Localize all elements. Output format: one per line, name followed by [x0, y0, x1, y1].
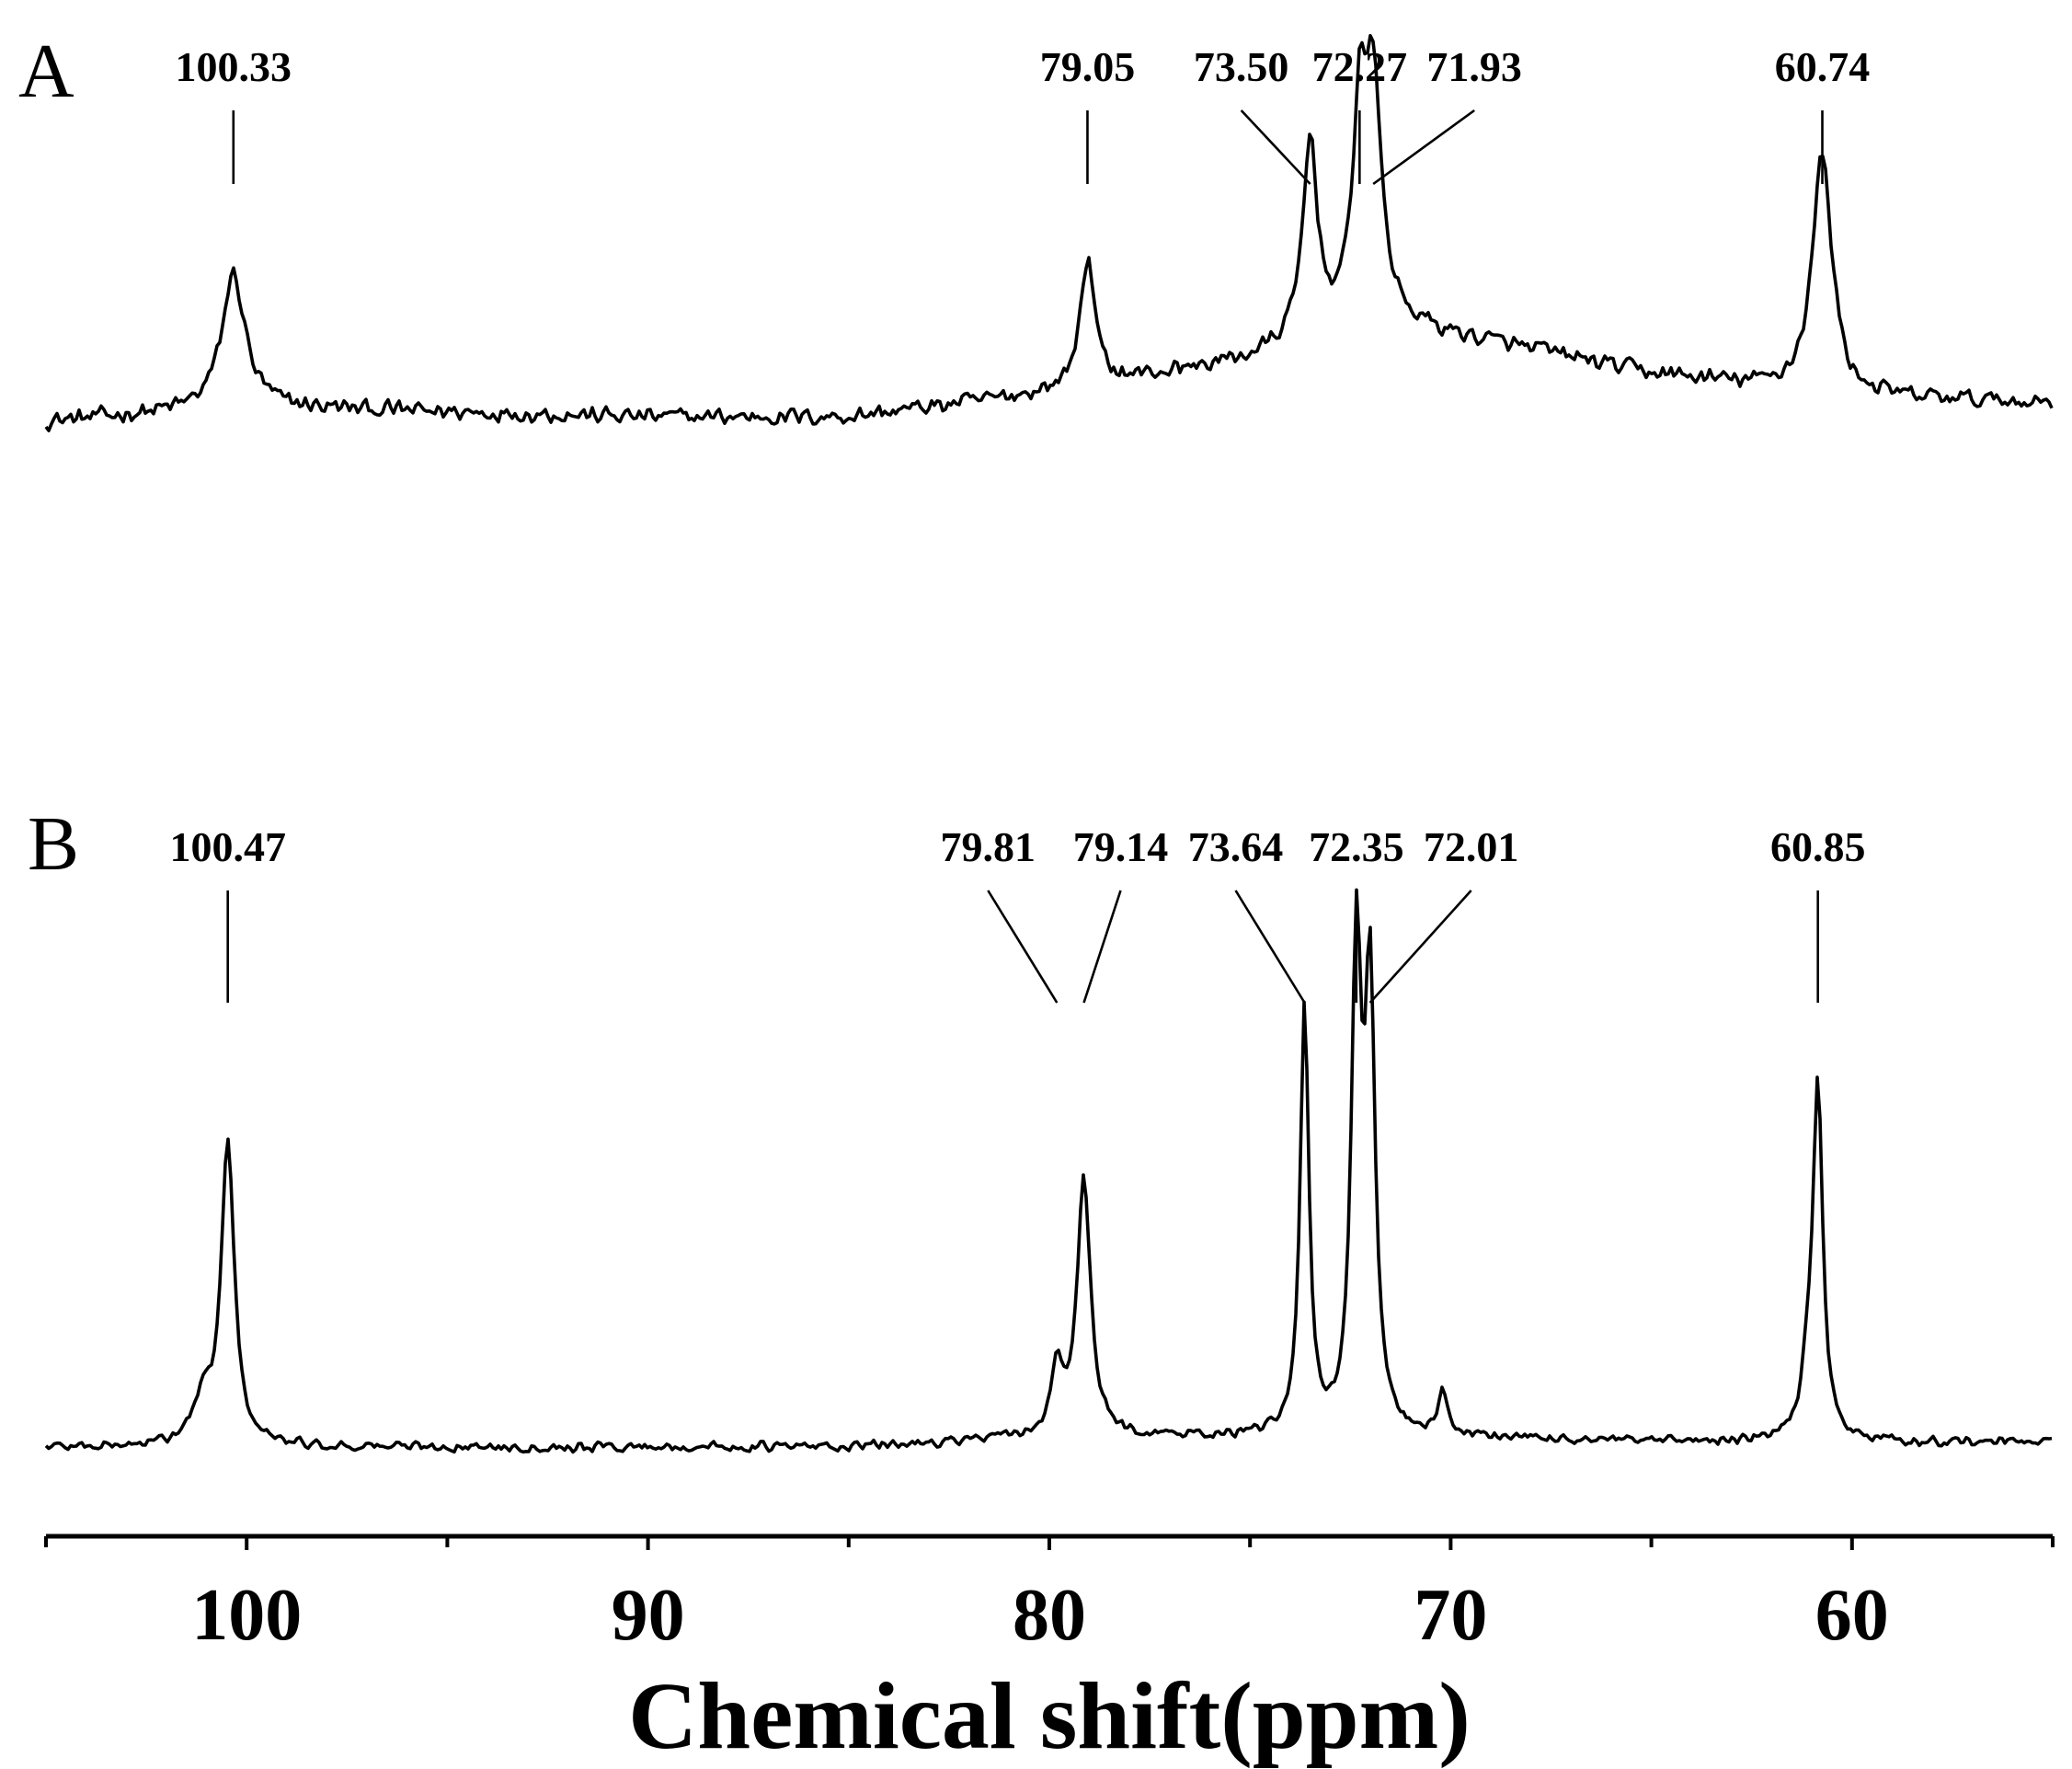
- peak-leader-line: [987, 890, 1059, 1004]
- peak-label: 100.47: [169, 823, 286, 870]
- panel-a: A 100.33 79.05 73.50 72.27 71.93 60.74: [18, 29, 2054, 432]
- spectrum-b-trace: [44, 888, 2053, 1454]
- x-tick-label: 70: [1414, 1575, 1487, 1656]
- peak-label: 60.85: [1770, 823, 1866, 870]
- spectrum-a-peak-labels: 100.33 79.05 73.50 72.27 71.93 60.74: [176, 43, 1871, 186]
- spectrum-a-trace: [44, 34, 2054, 432]
- peak-leader-line: [1372, 109, 1475, 186]
- peak-label: 79.05: [1040, 43, 1136, 90]
- panel-b-letter: B: [28, 801, 79, 887]
- peak-label: 79.14: [1073, 823, 1169, 870]
- peak-leader-line: [1240, 109, 1311, 185]
- x-tick-label: 80: [1013, 1575, 1086, 1656]
- spectrum-b-peak-labels: 100.47 79.81 79.14 73.64 72.35 72.01 60.85: [169, 823, 1866, 1004]
- peak-label: 72.27: [1312, 43, 1408, 90]
- peak-label: 73.50: [1194, 43, 1289, 90]
- panel-b: B 100.47 79.81 79.14 73.64 72.35 72.01 60.85: [28, 801, 2053, 1454]
- x-axis: 100 90 80 70 60 Chemical shift(ppm): [44, 1534, 2055, 1769]
- peak-label: 71.93: [1426, 43, 1522, 90]
- peak-label: 60.74: [1775, 43, 1871, 90]
- peak-label: 100.33: [176, 43, 292, 90]
- peak-leader-line: [1368, 890, 1472, 1004]
- x-axis-title: Chemical shift(ppm): [628, 1663, 1471, 1769]
- peak-leader-line: [1082, 890, 1122, 1004]
- x-axis-ticks: 100 90 80 70 60: [44, 1536, 2055, 1656]
- panel-a-letter: A: [18, 29, 74, 114]
- x-tick-label: 100: [191, 1575, 302, 1656]
- x-tick-label: 60: [1815, 1575, 1889, 1656]
- x-tick-label: 90: [612, 1575, 685, 1656]
- peak-label: 72.01: [1424, 823, 1519, 870]
- peak-label: 72.35: [1309, 823, 1404, 870]
- peak-label: 73.64: [1188, 823, 1284, 870]
- peak-label: 79.81: [941, 823, 1036, 870]
- peak-leader-line: [1234, 890, 1306, 1004]
